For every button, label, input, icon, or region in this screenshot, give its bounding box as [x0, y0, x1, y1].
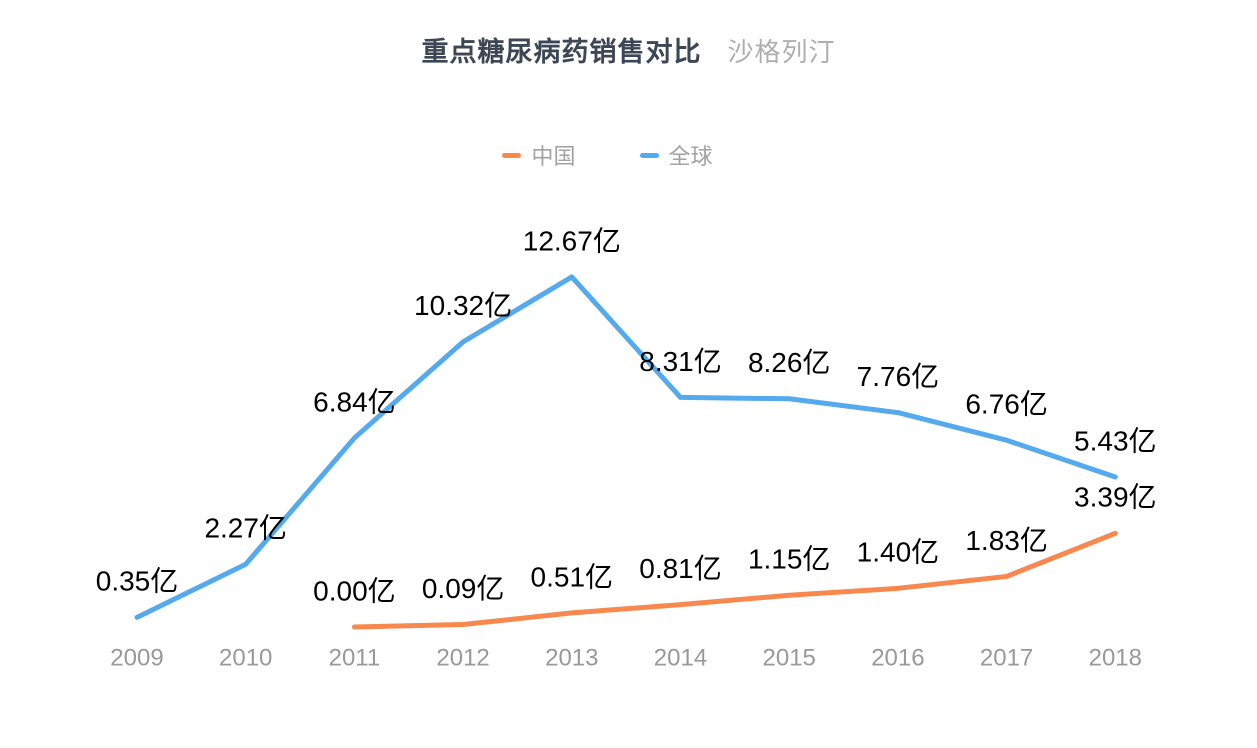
value-label-global-2010: 2.27亿: [204, 513, 287, 544]
series-line-global: [134, 274, 1118, 620]
value-label-china-2015: 1.15亿: [748, 544, 831, 575]
value-label-global-2016: 7.76亿: [857, 361, 940, 392]
chart-title-main: 重点糖尿病药销售对比: [421, 37, 702, 67]
value-label-global-2009: 0.35亿: [96, 566, 179, 597]
value-label-global-2012: 10.32亿: [414, 290, 512, 321]
chart-subtitle: 沙格列汀: [727, 37, 836, 67]
x-axis-label: 2010: [219, 644, 272, 671]
value-label-china-2018: 3.39亿: [1074, 482, 1157, 513]
x-axis-label: 2011: [329, 644, 381, 671]
x-axis-label: 2014: [654, 644, 707, 671]
x-axis-label: 2017: [980, 644, 1033, 671]
value-label-global-2018: 5.43亿: [1074, 425, 1157, 456]
value-label-global-2013: 12.67亿: [523, 225, 621, 256]
value-label-china-2017: 1.83亿: [965, 525, 1048, 556]
value-label-global-2011: 6.84亿: [313, 386, 396, 417]
value-label-global-2017: 6.76亿: [965, 389, 1048, 420]
x-axis-label: 2009: [110, 644, 163, 671]
x-axis-label: 2013: [545, 644, 598, 671]
legend-marker-global: [639, 152, 659, 158]
value-label-china-2011: 0.00亿: [313, 575, 396, 606]
value-label-global-2014: 8.31亿: [639, 346, 722, 377]
legend-label: 中国: [531, 144, 576, 169]
legend-label: 全球: [668, 144, 713, 169]
x-axis-label: 2018: [1089, 644, 1142, 671]
value-label-china-2014: 0.81亿: [639, 553, 722, 584]
legend: 中国 全球: [0, 139, 1215, 171]
legend-item-china[interactable]: 中国: [502, 139, 576, 171]
x-axis-label: 2016: [871, 644, 924, 671]
series-line-china: [351, 530, 1118, 630]
value-label-global-2015: 8.26亿: [748, 347, 831, 378]
chart-title: 重点糖尿病药销售对比 沙格列汀: [0, 30, 1257, 69]
legend-marker-china: [502, 152, 522, 158]
x-axis-label: 2015: [763, 644, 816, 671]
value-label-china-2013: 0.51亿: [531, 561, 614, 592]
value-label-china-2012: 0.09亿: [422, 573, 505, 604]
value-label-china-2016: 1.40亿: [857, 537, 940, 568]
legend-item-global[interactable]: 全球: [639, 139, 713, 171]
x-axis-label: 2012: [436, 644, 489, 671]
